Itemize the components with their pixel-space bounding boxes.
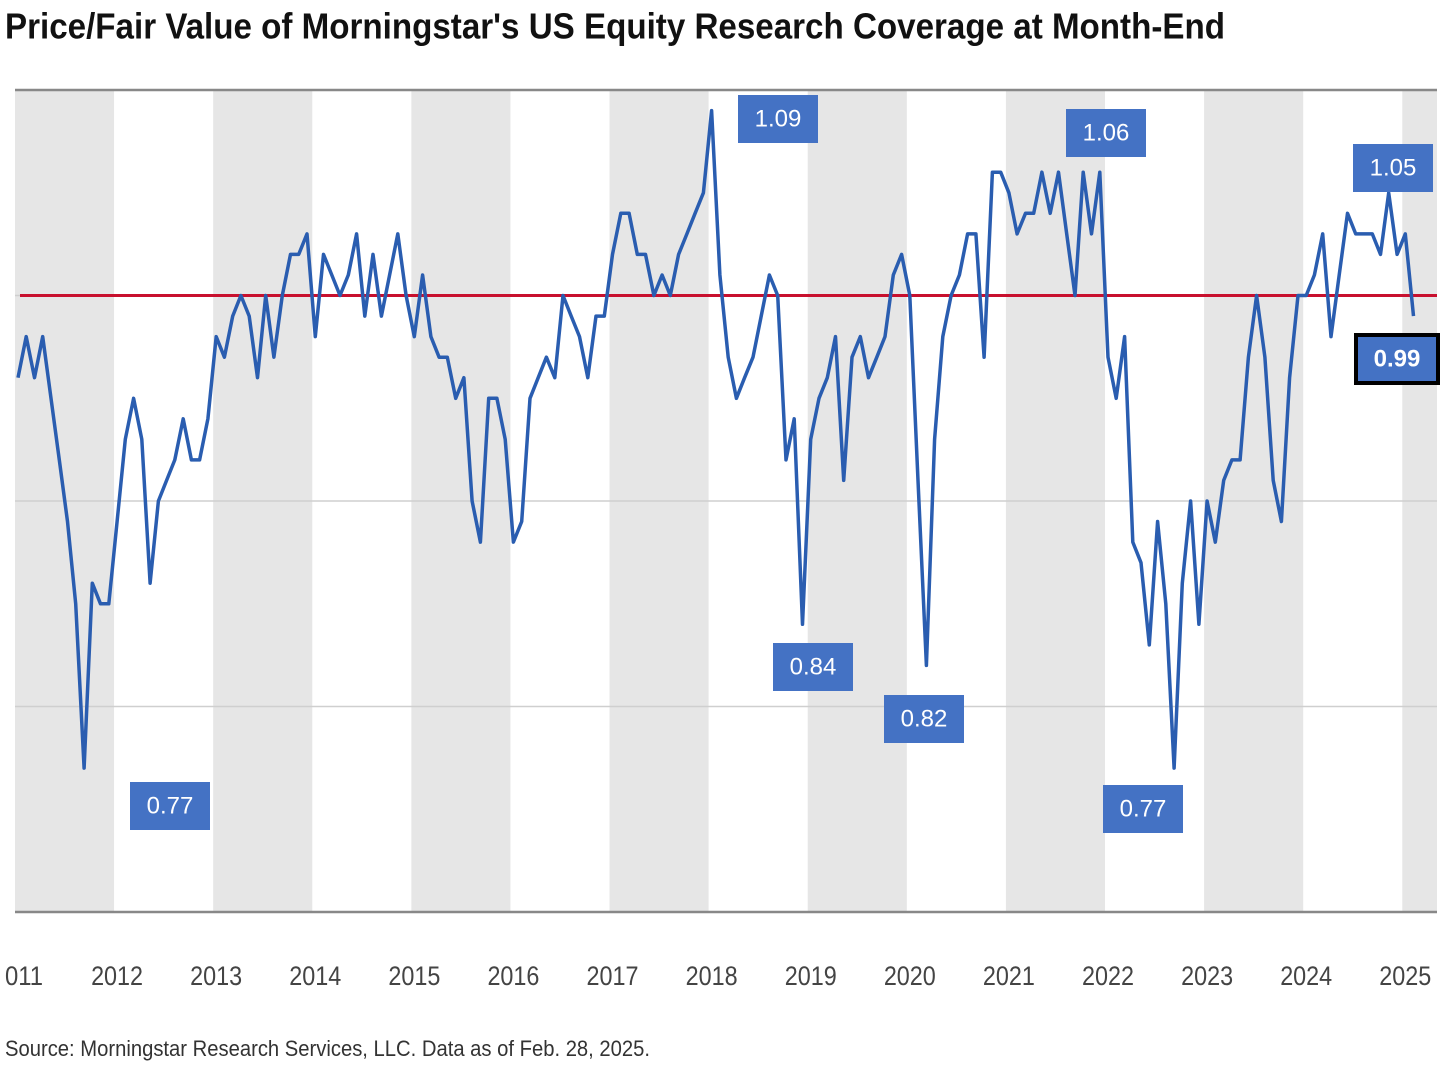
annotation-label: 1.05 <box>1370 154 1417 181</box>
annotation-label: 0.77 <box>147 792 194 819</box>
data-line <box>16 108 1416 770</box>
latest-value-box <box>1354 333 1440 385</box>
x-tick-label: 2021 <box>983 961 1035 991</box>
annotation-label: 0.99 <box>1374 345 1421 372</box>
x-tick-label: 2012 <box>91 961 143 991</box>
x-tick-label: 2013 <box>190 961 242 991</box>
x-tick-label: 2017 <box>587 961 639 991</box>
annotation-box <box>738 95 818 143</box>
x-tick-label: 011 <box>5 961 43 991</box>
x-tick-label: 2024 <box>1280 961 1332 991</box>
x-tick-label: 2022 <box>1082 961 1134 991</box>
annotation-box <box>1103 785 1183 833</box>
x-tick-label: 2025 <box>1379 961 1431 991</box>
annotation-box <box>1066 109 1146 157</box>
annotation-box <box>884 695 964 743</box>
annotation-box <box>1353 144 1433 192</box>
annotation-label: 0.84 <box>790 653 837 680</box>
x-tick-label: 2014 <box>289 961 341 991</box>
annotation-box <box>773 643 853 691</box>
x-tick-label: 2016 <box>487 961 539 991</box>
annotation-label: 0.82 <box>901 705 948 732</box>
x-tick-label: 2015 <box>388 961 440 991</box>
annotation-label: 1.06 <box>1083 119 1130 146</box>
chart-title: Price/Fair Value of Morningstar's US Equ… <box>5 6 1225 47</box>
annotation-box <box>130 782 210 830</box>
annotation-label: 1.09 <box>755 105 802 132</box>
x-tick-label: 2018 <box>686 961 738 991</box>
x-tick-label: 2019 <box>785 961 837 991</box>
annotation-label: 0.77 <box>1120 795 1167 822</box>
x-tick-label: 2023 <box>1181 961 1233 991</box>
source-note: Source: Morningstar Research Services, L… <box>5 1036 650 1061</box>
x-tick-label: 2020 <box>884 961 936 991</box>
